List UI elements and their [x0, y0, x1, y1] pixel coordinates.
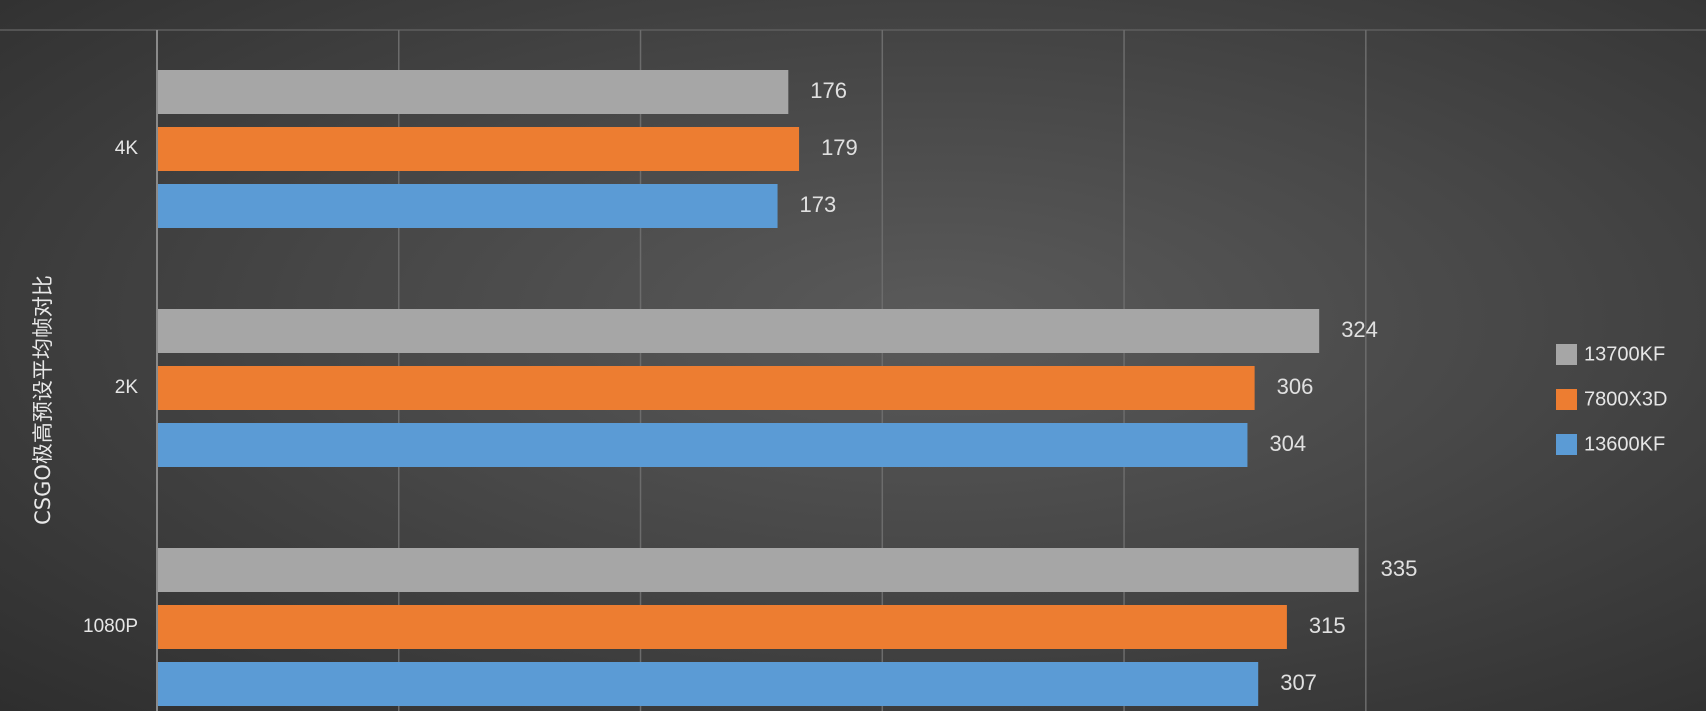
data-label-2k-13700kf: 324 [1341, 317, 1378, 342]
category-ticks: 4K 2K 1080P [83, 138, 138, 637]
category-label-1080p: 1080P [83, 616, 138, 637]
data-label-4k-13600kf: 173 [800, 192, 837, 217]
data-label-4k-13700kf: 176 [810, 78, 847, 103]
category-label-2k: 2K [115, 377, 139, 398]
legend-swatch-13600kf [1556, 434, 1577, 455]
legend-swatch-7800x3d [1556, 389, 1577, 410]
bars [158, 70, 1359, 706]
bar-2k-7800x3d [158, 366, 1255, 410]
y-axis-label: CSGO极高预设平均帧对比 [31, 275, 55, 525]
bar-2k-13700kf [158, 309, 1320, 353]
bar-4k-13700kf [158, 70, 789, 114]
bar-2k-13600kf [158, 423, 1248, 467]
legend-label-13600kf: 13600KF [1584, 433, 1665, 455]
bar-1080p-13600kf [158, 662, 1259, 706]
legend-label-7800x3d: 7800X3D [1584, 388, 1667, 410]
legend: 13700KF 7800X3D 13600KF [1556, 343, 1667, 455]
data-labels: 176 179 173 324 306 304 335 315 307 [800, 78, 1418, 695]
data-label-1080p-7800x3d: 315 [1309, 613, 1346, 638]
data-label-2k-7800x3d: 306 [1277, 374, 1314, 399]
data-label-1080p-13600kf: 307 [1280, 670, 1317, 695]
bar-4k-13600kf [158, 184, 778, 228]
data-label-2k-13600kf: 304 [1269, 431, 1306, 456]
legend-label-13700kf: 13700KF [1584, 343, 1665, 365]
bar-1080p-13700kf [158, 548, 1359, 592]
data-label-4k-7800x3d: 179 [821, 135, 858, 160]
bar-1080p-7800x3d [158, 605, 1287, 649]
data-label-1080p-13700kf: 335 [1381, 556, 1418, 581]
legend-swatch-13700kf [1556, 344, 1577, 365]
bar-4k-7800x3d [158, 127, 800, 171]
category-label-4k: 4K [115, 138, 139, 159]
